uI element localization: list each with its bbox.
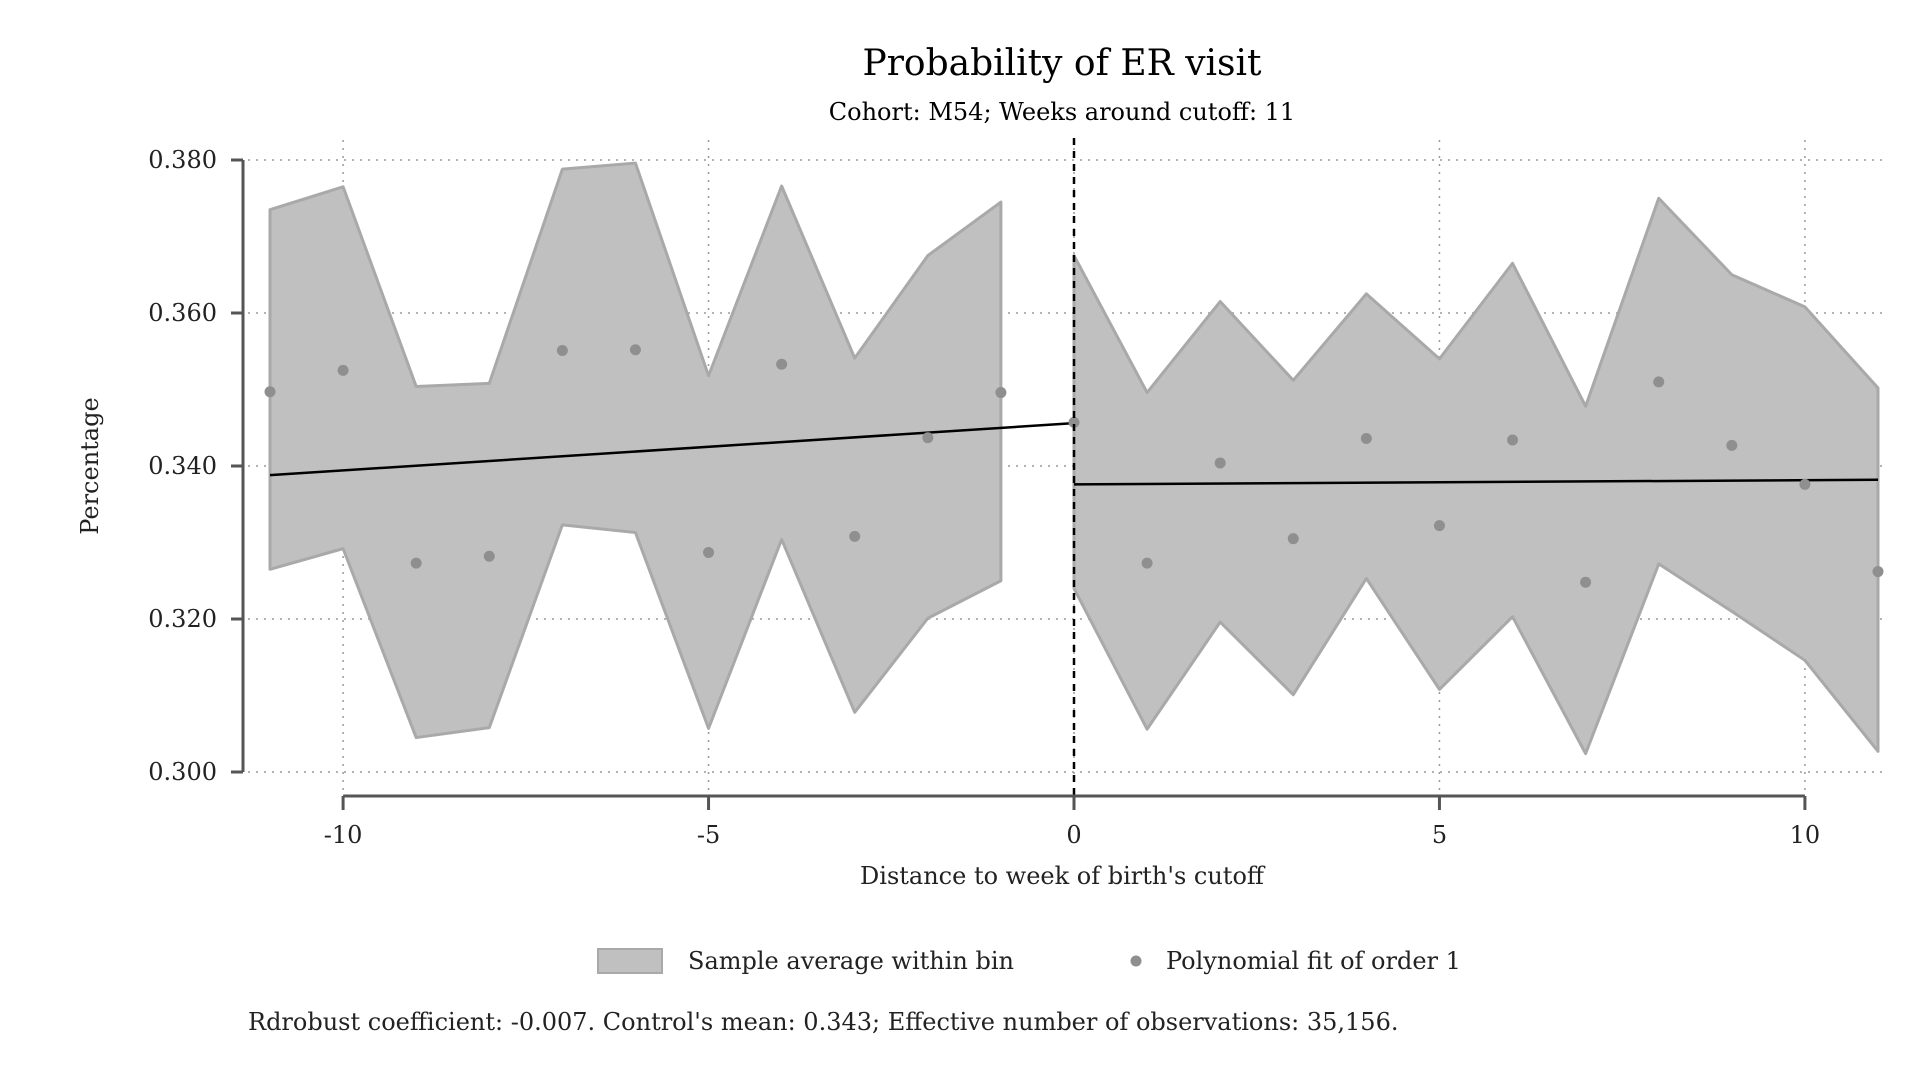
data-point xyxy=(1141,557,1153,569)
data-point xyxy=(629,344,641,356)
chart-title: Probability of ER visit xyxy=(862,43,1262,84)
data-point xyxy=(337,364,349,376)
x-tick-label: -10 xyxy=(324,821,363,849)
gridlines xyxy=(240,140,1888,790)
y-axis-title: Percentage xyxy=(76,397,104,534)
legend-swatch-band xyxy=(597,948,663,974)
data-point xyxy=(410,557,422,569)
x-tick-label: 10 xyxy=(1790,821,1821,849)
data-point xyxy=(1507,434,1519,446)
data-point xyxy=(1360,432,1372,444)
data-point xyxy=(995,387,1007,399)
y-tick-label: 0.340 xyxy=(148,452,217,480)
x-tick-label: -5 xyxy=(697,821,720,849)
fit-lines xyxy=(269,421,1879,486)
data-point xyxy=(849,530,861,542)
data-points xyxy=(264,344,1884,588)
legend: Sample average within bin Polynomial fit… xyxy=(597,947,1461,975)
x-tick-label: 0 xyxy=(1066,821,1081,849)
data-point xyxy=(922,432,934,444)
x-axis-title: Distance to week of birth's cutoff xyxy=(860,862,1266,890)
ci-band-right xyxy=(1072,196,1880,756)
legend-label-band: Sample average within bin xyxy=(688,947,1014,975)
data-point xyxy=(483,550,495,562)
data-point xyxy=(1799,478,1811,490)
x-axis: -10 -5 0 5 10 xyxy=(324,794,1821,849)
legend-label-point: Polynomial fit of order 1 xyxy=(1166,947,1461,975)
chart-subtitle: Cohort: M54; Weeks around cutoff: 11 xyxy=(829,98,1295,126)
data-point xyxy=(1726,439,1738,451)
fit-line-left xyxy=(269,421,1075,477)
data-point xyxy=(1433,520,1445,532)
data-point xyxy=(1872,566,1884,578)
data-point xyxy=(1580,576,1592,588)
data-point xyxy=(1287,533,1299,545)
y-tick-label: 0.320 xyxy=(148,605,217,633)
y-axis: 0.300 0.320 0.340 0.360 0.380 xyxy=(148,146,245,786)
y-tick-label: 0.380 xyxy=(148,146,217,174)
legend-marker-point xyxy=(1130,955,1142,967)
y-tick-label: 0.300 xyxy=(148,758,217,786)
x-tick-label: 5 xyxy=(1432,821,1447,849)
fit-line-right xyxy=(1073,478,1879,486)
data-point xyxy=(556,344,568,356)
data-point xyxy=(264,386,276,398)
data-point xyxy=(1653,376,1665,388)
footnote: Rdrobust coefficient: -0.007. Control's … xyxy=(248,1008,1398,1036)
data-point xyxy=(776,358,788,370)
y-tick-label: 0.360 xyxy=(148,299,217,327)
data-point xyxy=(703,546,715,558)
data-point xyxy=(1068,416,1080,428)
data-point xyxy=(1214,457,1226,469)
